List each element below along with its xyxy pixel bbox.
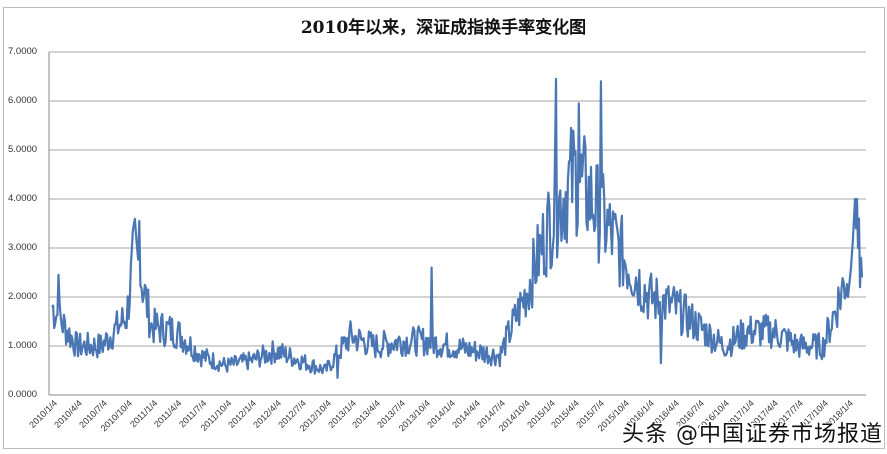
y-tick-label: 3.0000 — [8, 242, 38, 253]
y-tick-label: 4.0000 — [8, 193, 38, 204]
y-tick-label: 6.0000 — [8, 95, 38, 106]
chart-frame — [3, 7, 885, 449]
chart-title: 2010年以来，深证成指换手率变化图 — [300, 18, 587, 38]
y-tick-label: 5.0000 — [8, 144, 38, 155]
y-tick-label: 0.0000 — [8, 389, 38, 400]
watermark: 头条 @中国证券市场报道 — [622, 422, 883, 447]
turnover-line-series — [51, 77, 864, 379]
y-tick-label: 7.0000 — [8, 46, 38, 57]
y-tick-label: 1.0000 — [8, 340, 38, 351]
y-tick-label: 2.0000 — [8, 291, 38, 302]
